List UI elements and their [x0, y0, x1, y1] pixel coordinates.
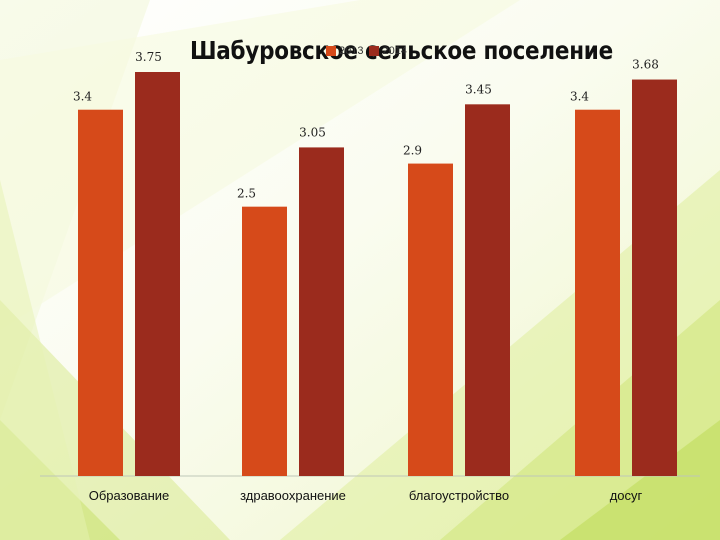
category-label-4: досуг: [610, 488, 643, 503]
legend-label-2013: 2013: [339, 45, 364, 57]
bar-2013-2: [242, 206, 287, 476]
bar-2014-2: [299, 147, 344, 476]
data-label-2013-1: 3.4: [73, 90, 92, 104]
legend-swatch-2013: [326, 46, 336, 56]
legend-label-2014: 2014: [382, 45, 407, 57]
data-label-2013-3: 2.9: [403, 144, 422, 158]
bar-2013-3: [408, 163, 453, 476]
data-label-2014-4: 3.68: [632, 58, 659, 72]
bar-2013-4: [575, 109, 620, 476]
data-label-2013-4: 3.4: [570, 90, 589, 104]
legend-swatch-2014: [369, 46, 380, 56]
bar-2014-3: [465, 104, 510, 476]
data-label-2014-1: 3.75: [135, 50, 162, 64]
bar-2014-1: [135, 72, 180, 476]
legend: 2013 2014: [326, 44, 407, 58]
bar-2013-1: [78, 109, 123, 476]
data-label-2014-3: 3.45: [465, 82, 492, 96]
bar-2014-4: [632, 79, 677, 477]
data-label-2014-2: 3.05: [299, 125, 326, 139]
chart-title: Шабуровское сельское поселение: [190, 36, 613, 65]
category-label-1: Образование: [89, 488, 170, 503]
legend-item-2013: 2013: [326, 45, 363, 57]
category-label-2: здравоохранение: [240, 488, 346, 503]
data-label-2013-2: 2.5: [237, 187, 256, 201]
category-label-3: благоустройство: [409, 488, 509, 503]
legend-item-2014: 2014: [369, 45, 407, 57]
